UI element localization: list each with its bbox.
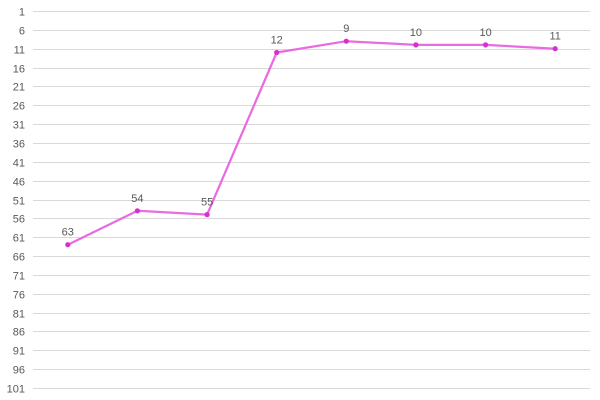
data-point <box>413 42 419 48</box>
data-point <box>483 42 489 48</box>
data-label: 54 <box>131 193 143 205</box>
data-point <box>343 38 349 44</box>
y-axis-tick-labels: 1611162126313641465156616671768186919610… <box>7 7 25 396</box>
y-tick-label: 26 <box>13 101 25 113</box>
y-tick-label: 91 <box>13 346 25 358</box>
series-line <box>67 40 556 246</box>
data-point <box>274 49 280 56</box>
y-tick-label: 11 <box>14 45 25 57</box>
data-point <box>65 242 71 248</box>
data-label: 55 <box>201 197 213 209</box>
y-tick-label: 16 <box>13 64 25 76</box>
gridlines <box>33 11 590 389</box>
y-tick-label: 46 <box>13 177 25 189</box>
y-tick-label: 51 <box>13 196 25 208</box>
y-tick-label: 41 <box>13 158 25 170</box>
y-tick-label: 31 <box>13 120 25 132</box>
data-point <box>204 212 210 218</box>
y-tick-label: 71 <box>13 271 25 283</box>
data-point <box>134 208 140 214</box>
y-tick-label: 101 <box>7 384 25 396</box>
y-tick-label: 81 <box>13 309 25 321</box>
series-layer: 63 54 55 12 9 10 10 11 <box>62 23 561 248</box>
y-tick-label: 76 <box>13 290 25 302</box>
y-tick-label: 96 <box>13 365 25 377</box>
y-tick-label: 86 <box>13 327 25 339</box>
y-tick-label: 56 <box>13 214 25 226</box>
y-tick-label: 21 <box>13 82 25 94</box>
y-tick-label: 66 <box>13 252 25 264</box>
data-label: 63 <box>62 227 74 239</box>
data-label: 9 <box>343 23 349 35</box>
y-tick-label: 61 <box>13 233 25 245</box>
y-tick-label: 36 <box>13 139 25 151</box>
data-label: 10 <box>479 27 491 39</box>
y-tick-label: 6 <box>19 26 25 38</box>
data-label: 10 <box>410 27 422 39</box>
data-label: 12 <box>271 35 283 47</box>
y-tick-label: 1 <box>19 7 25 19</box>
data-point <box>552 46 558 52</box>
data-label: 11 <box>549 31 560 43</box>
